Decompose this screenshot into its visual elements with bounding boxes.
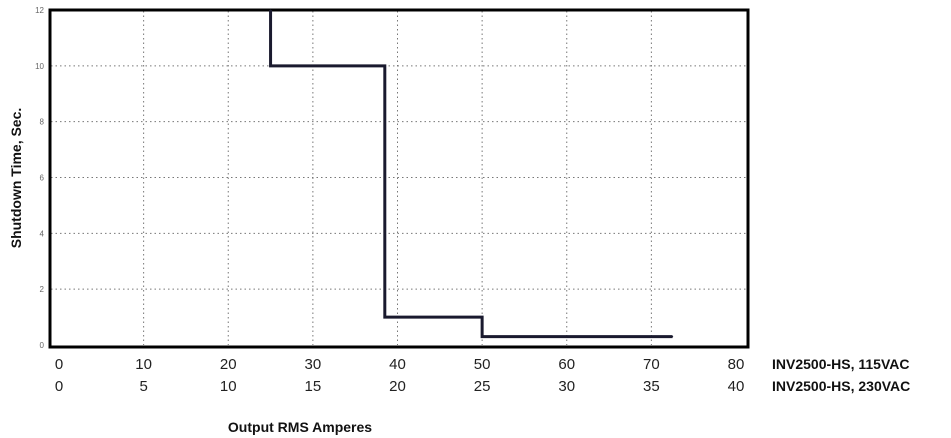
x-tick-label: 80 [728, 356, 745, 373]
x2-tick-label: 15 [305, 378, 322, 395]
x2-tick-label: 25 [474, 378, 491, 395]
series-group [269, 9, 674, 339]
row-label-230vac: INV2500-HS, 230VAC [772, 378, 910, 394]
y-tick-labels: 0 2 4 6 8 10 12 [35, 6, 44, 350]
x2-tick-label: 30 [558, 378, 575, 395]
x2-tick-label: 20 [389, 378, 406, 395]
series-point [671, 336, 674, 338]
x-tick-label: 30 [305, 356, 322, 373]
x-tick-labels-115vac: 0 10 20 30 40 50 60 70 80 [55, 356, 745, 373]
x-tick-label: 20 [220, 356, 237, 373]
x2-tick-label: 40 [728, 378, 745, 395]
series-point [481, 336, 483, 338]
y-tick-label: 4 [40, 229, 45, 238]
x-tick-labels-230vac: 0 5 10 15 20 25 30 35 40 [55, 378, 745, 395]
y-axis-title: Shutdown Time, Sec. [8, 108, 24, 249]
x2-tick-label: 5 [139, 378, 147, 395]
series-point [481, 316, 483, 318]
series-point [384, 316, 386, 318]
series-point [269, 65, 272, 67]
y-tick-label: 0 [40, 341, 45, 350]
x-axis-title: Output RMS Amperes [228, 419, 372, 435]
series-point [269, 9, 272, 11]
x-tick-label: 10 [135, 356, 152, 373]
series-line [269, 10, 673, 339]
x-tick-label: 0 [55, 356, 63, 373]
grid-lines [51, 11, 747, 345]
x-tick-label: 50 [474, 356, 491, 373]
x-tick-label: 70 [643, 356, 660, 373]
y-tick-label: 10 [35, 62, 44, 71]
series-point [384, 65, 386, 67]
x-tick-label: 40 [389, 356, 406, 373]
y-tick-label: 8 [40, 118, 45, 127]
x2-tick-label: 35 [643, 378, 660, 395]
y-tick-label: 12 [35, 6, 44, 15]
row-label-115vac: INV2500-HS, 115VAC [772, 356, 909, 372]
y-tick-label: 2 [40, 285, 45, 294]
x-tick-label: 60 [558, 356, 575, 373]
x2-tick-label: 0 [55, 378, 63, 395]
plot-frame [48, 8, 750, 349]
y-tick-label: 6 [40, 174, 45, 183]
x2-tick-label: 10 [220, 378, 237, 395]
